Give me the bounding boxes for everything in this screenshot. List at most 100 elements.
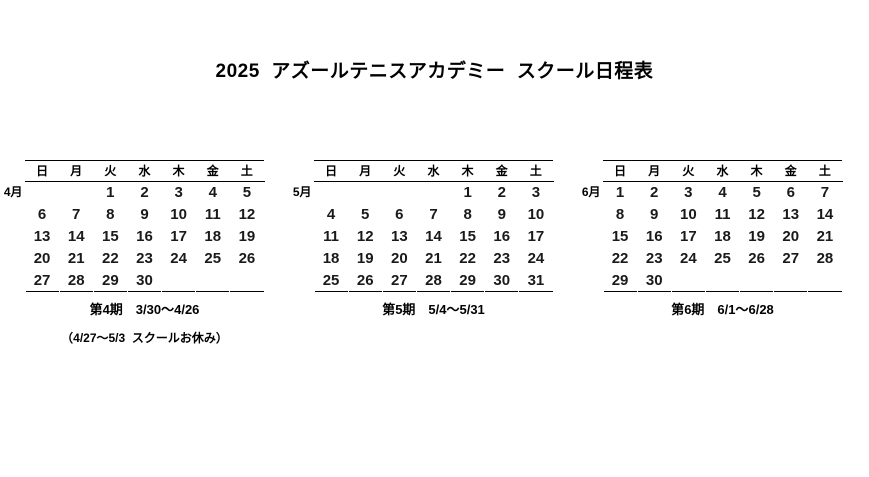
weekday-header-cell: 月 <box>348 160 383 182</box>
calendar-day-cell[interactable]: 3 <box>161 181 196 204</box>
calendar-day-cell[interactable]: 22 <box>450 247 485 270</box>
calendar-day-cell[interactable]: 20 <box>382 247 417 270</box>
calendar-day-cell[interactable]: 10 <box>671 203 706 226</box>
calendar-day-cell[interactable]: 9 <box>484 203 519 226</box>
calendar-day-cell[interactable]: 6 <box>773 181 808 204</box>
calendar-day-cell[interactable]: 1 <box>450 181 485 204</box>
calendar-day-cell[interactable]: 19 <box>348 247 383 270</box>
calendar-day-cell[interactable]: 7 <box>59 203 94 226</box>
weekday-header-cell: 金 <box>484 160 519 182</box>
calendar-day-cell[interactable]: 12 <box>229 203 264 226</box>
calendar-day-cell[interactable]: 5 <box>229 181 264 204</box>
calendar-day-cell[interactable]: 13 <box>25 225 60 248</box>
calendar-day-cell[interactable]: 11 <box>705 203 740 226</box>
calendar-day-cell[interactable]: 17 <box>518 225 553 248</box>
calendar-day-cell[interactable]: 28 <box>416 269 451 292</box>
calendar-day-cell[interactable]: 6 <box>25 203 60 226</box>
calendar-day-cell[interactable]: 22 <box>603 247 638 270</box>
calendar-day-cell[interactable]: 19 <box>739 225 774 248</box>
calendar-day-cell[interactable]: 30 <box>127 269 162 292</box>
calendar-day-cell[interactable]: 23 <box>484 247 519 270</box>
calendar-day-cell[interactable]: 4 <box>195 181 230 204</box>
calendar-day-cell[interactable]: 27 <box>25 269 60 292</box>
calendar-day-cell[interactable]: 20 <box>773 225 808 248</box>
calendar-day-cell[interactable]: 11 <box>195 203 230 226</box>
calendar-day-cell[interactable]: 30 <box>484 269 519 292</box>
calendar-day-cell[interactable]: 31 <box>518 269 553 292</box>
calendar-day-cell[interactable]: 29 <box>603 269 638 292</box>
calendar-day-cell[interactable]: 18 <box>195 225 230 248</box>
calendar-day-cell[interactable]: 16 <box>637 225 672 248</box>
calendar-day-cell[interactable]: 27 <box>382 269 417 292</box>
calendar-day-cell[interactable]: 21 <box>59 247 94 270</box>
calendar-day-cell[interactable]: 4 <box>314 203 349 226</box>
calendar-day-cell[interactable]: 22 <box>93 247 128 270</box>
calendar-day-cell[interactable]: 14 <box>59 225 94 248</box>
calendar-day-cell[interactable]: 23 <box>637 247 672 270</box>
page-title: 2025 アズールテニスアカデミー スクール日程表 <box>215 61 654 82</box>
calendar-empty-cell <box>739 269 774 292</box>
calendar-day-cell[interactable]: 21 <box>416 247 451 270</box>
calendar-day-cell[interactable]: 19 <box>229 225 264 248</box>
calendar-day-cell[interactable]: 10 <box>518 203 553 226</box>
calendar-day-cell[interactable]: 29 <box>93 269 128 292</box>
calendar-day-cell[interactable]: 14 <box>416 225 451 248</box>
calendar-day-cell[interactable]: 28 <box>59 269 94 292</box>
calendar-day-cell[interactable]: 14 <box>807 203 842 226</box>
calendar-day-cell[interactable]: 25 <box>195 247 230 270</box>
weekday-header-cell: 火 <box>382 160 417 182</box>
calendar-day-cell[interactable]: 2 <box>637 181 672 204</box>
calendar-day-cell[interactable]: 16 <box>484 225 519 248</box>
calendar-day-cell[interactable]: 1 <box>603 181 638 204</box>
calendar-day-cell[interactable]: 5 <box>348 203 383 226</box>
calendar-day-cell[interactable]: 16 <box>127 225 162 248</box>
calendar-day-cell[interactable]: 18 <box>705 225 740 248</box>
calendar-day-cell[interactable]: 8 <box>450 203 485 226</box>
calendar-day-cell[interactable]: 4 <box>705 181 740 204</box>
calendar-day-cell[interactable]: 9 <box>637 203 672 226</box>
calendar-day-cell[interactable]: 17 <box>161 225 196 248</box>
calendar-day-cell[interactable]: 13 <box>773 203 808 226</box>
calendar-day-cell[interactable]: 6 <box>382 203 417 226</box>
calendar-day-cell[interactable]: 15 <box>450 225 485 248</box>
calendar-day-cell[interactable]: 3 <box>518 181 553 204</box>
calendar-day-cell[interactable]: 25 <box>705 247 740 270</box>
calendar-day-cell[interactable]: 9 <box>127 203 162 226</box>
calendar-day-cell[interactable]: 15 <box>603 225 638 248</box>
calendar-day-cell[interactable]: 18 <box>314 247 349 270</box>
calendar-day-cell[interactable]: 15 <box>93 225 128 248</box>
calendar-day-cell[interactable]: 26 <box>348 269 383 292</box>
calendar-day-cell[interactable]: 23 <box>127 247 162 270</box>
term-label: 第6期 6/1〜6/28 <box>671 302 774 317</box>
month-label: 4月 <box>3 185 23 199</box>
calendar-day-cell[interactable]: 10 <box>161 203 196 226</box>
calendar-day-cell[interactable]: 24 <box>518 247 553 270</box>
calendar-day-cell[interactable]: 7 <box>807 181 842 204</box>
calendar-day-cell[interactable]: 12 <box>739 203 774 226</box>
calendar-day-cell[interactable]: 24 <box>161 247 196 270</box>
calendar-day-cell[interactable]: 2 <box>127 181 162 204</box>
calendar-day-cell[interactable]: 1 <box>93 181 128 204</box>
calendar-day-cell[interactable]: 27 <box>773 247 808 270</box>
calendar-day-cell[interactable]: 30 <box>637 269 672 292</box>
calendar-day-cell[interactable]: 26 <box>739 247 774 270</box>
calendar-day-cell[interactable]: 11 <box>314 225 349 248</box>
calendar-day-cell[interactable]: 26 <box>229 247 264 270</box>
calendar-day-cell[interactable]: 21 <box>807 225 842 248</box>
calendar-day-cell[interactable]: 8 <box>93 203 128 226</box>
calendar-day-cell[interactable]: 29 <box>450 269 485 292</box>
weekday-header-row: 日月火水木金土 <box>25 160 264 182</box>
calendar-day-cell[interactable]: 5 <box>739 181 774 204</box>
calendar-day-cell[interactable]: 7 <box>416 203 451 226</box>
calendar-day-cell[interactable]: 8 <box>603 203 638 226</box>
calendar-day-cell[interactable]: 20 <box>25 247 60 270</box>
calendar-day-cell[interactable]: 28 <box>807 247 842 270</box>
calendar-day-cell[interactable]: 3 <box>671 181 706 204</box>
calendar-day-cell[interactable]: 24 <box>671 247 706 270</box>
calendar-day-cell[interactable]: 25 <box>314 269 349 292</box>
holiday-note: （4/27〜5/3 スクールお休み） <box>61 331 228 345</box>
calendar-day-cell[interactable]: 12 <box>348 225 383 248</box>
calendar-day-cell[interactable]: 2 <box>484 181 519 204</box>
calendar-day-cell[interactable]: 17 <box>671 225 706 248</box>
calendar-day-cell[interactable]: 13 <box>382 225 417 248</box>
